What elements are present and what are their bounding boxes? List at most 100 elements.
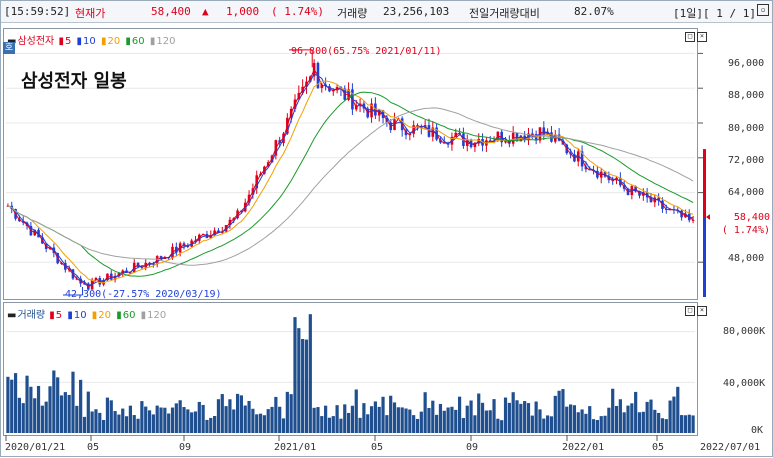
- up-range-bar: [703, 149, 706, 217]
- volume-bar: [668, 400, 672, 433]
- volume-bar: [664, 419, 668, 433]
- volume-bar: [572, 405, 577, 433]
- volume-bar: [565, 406, 569, 433]
- legend-ma20: ▮20: [100, 36, 121, 47]
- close-icon[interactable]: ×: [697, 306, 707, 316]
- volume-bar: [255, 414, 259, 433]
- maximize-icon[interactable]: □: [685, 32, 695, 42]
- vol-y-tick: 80,000K: [723, 326, 766, 337]
- window-restore-icon[interactable]: ▫: [757, 4, 769, 16]
- volume-bar: [415, 418, 420, 433]
- volume-bar: [660, 418, 665, 433]
- volume-legend: ▬거래량 ▮5 ▮10 ▮20 ▮60 ▮120: [7, 310, 167, 321]
- volume-bar: [523, 401, 527, 433]
- y-tick: 72,000: [728, 155, 765, 166]
- volume-bar: [281, 418, 286, 433]
- price-panel-buttons[interactable]: □ ×: [683, 31, 768, 42]
- y-tick: 88,000: [728, 90, 765, 101]
- volume-bar: [155, 405, 159, 433]
- ma-line-120: [7, 107, 694, 266]
- volume-bar: [71, 371, 75, 433]
- volume-bar: [603, 415, 607, 433]
- volume-bar: [614, 405, 619, 433]
- close-icon[interactable]: ×: [697, 32, 707, 42]
- volume-bar: [561, 389, 565, 433]
- volume-bar: [182, 407, 186, 433]
- volume-bar: [373, 401, 377, 433]
- side-tab[interactable]: 호: [3, 42, 15, 54]
- volume-bar: [442, 410, 446, 433]
- x-tick: 2022/01: [562, 442, 605, 453]
- volume-bar: [591, 419, 596, 433]
- ma-line-20: [7, 80, 694, 284]
- prev-volume-pct: 82.07%: [574, 5, 614, 18]
- x-tick: 2020/01/21: [5, 442, 66, 453]
- volume-bar: [496, 418, 500, 433]
- high-annotation: 96,800(65.75% 2021/01/11): [291, 46, 442, 57]
- period-selector[interactable]: [1일][ 1 / 1]: [673, 7, 756, 20]
- volume-bar: [446, 407, 450, 433]
- volume-bar: [243, 405, 247, 433]
- volume-bar: [324, 405, 328, 433]
- low-annotation: 42,300(-27.57% 2020/03/19): [65, 289, 222, 300]
- volume-bar: [159, 407, 163, 433]
- volume-bar: [33, 398, 37, 433]
- volume-bar: [90, 411, 94, 433]
- candle: [691, 219, 695, 221]
- up-arrow-icon: ▲: [202, 5, 209, 18]
- x-tick: 2021/01: [274, 442, 317, 453]
- volume-bar: [630, 403, 634, 433]
- volume-panel[interactable]: [3, 302, 698, 436]
- volume-bar: [538, 409, 542, 433]
- volume-bar: [557, 390, 561, 433]
- volume-bar: [86, 391, 90, 433]
- volume-bar: [220, 394, 224, 433]
- volume-bar: [239, 395, 244, 433]
- legend-ma60: ▮60: [125, 36, 145, 47]
- volume-bar: [117, 414, 121, 433]
- volume-bar: [312, 407, 316, 433]
- volume-bar: [354, 389, 358, 433]
- volume-bar: [147, 410, 152, 433]
- volume-bar: [530, 415, 534, 433]
- volume-bar: [454, 409, 458, 433]
- volume-bar: [52, 370, 56, 433]
- volume-bar: [687, 414, 691, 433]
- volume-bar: [201, 404, 205, 433]
- x-tick: 05: [87, 442, 100, 453]
- volume-bar: [40, 405, 44, 433]
- volume-bar: [576, 412, 580, 433]
- y-tick: 48,000: [728, 253, 765, 264]
- volume-bar: [258, 413, 263, 433]
- volume-bar: [293, 317, 297, 433]
- volume-bar: [526, 403, 531, 433]
- volume-bar: [285, 391, 289, 433]
- volume-bar: [190, 412, 194, 433]
- legend-vol-ma20: ▮20: [91, 310, 112, 321]
- volume-bar: [270, 406, 274, 433]
- volume-bar: [599, 416, 603, 433]
- volume-bar: [209, 417, 213, 433]
- volume-bar: [67, 394, 71, 433]
- x-tick: 09: [466, 442, 479, 453]
- volume-bar: [224, 406, 228, 433]
- volume-bar: [151, 414, 155, 433]
- volume-panel-buttons[interactable]: □ ×: [683, 305, 768, 316]
- volume-bar: [519, 403, 523, 433]
- volume-bar: [549, 416, 554, 433]
- legend-ma5: ▮5: [58, 36, 72, 47]
- volume-bar: [278, 406, 282, 433]
- maximize-icon[interactable]: □: [685, 306, 695, 316]
- legend-ma120: ▮120: [149, 36, 176, 47]
- volume-bar: [580, 409, 584, 433]
- volume-bar: [461, 418, 466, 433]
- volume-bar: [232, 409, 236, 433]
- volume-label: 거래량: [337, 7, 368, 20]
- legend-ma10: ▮10: [76, 36, 96, 47]
- y-tick: 96,000: [728, 58, 765, 69]
- volume-bar: [48, 386, 52, 433]
- volume-bar: [10, 379, 14, 433]
- volume-bar: [412, 415, 416, 433]
- volume-bar: [21, 403, 25, 433]
- volume-bar: [400, 407, 404, 433]
